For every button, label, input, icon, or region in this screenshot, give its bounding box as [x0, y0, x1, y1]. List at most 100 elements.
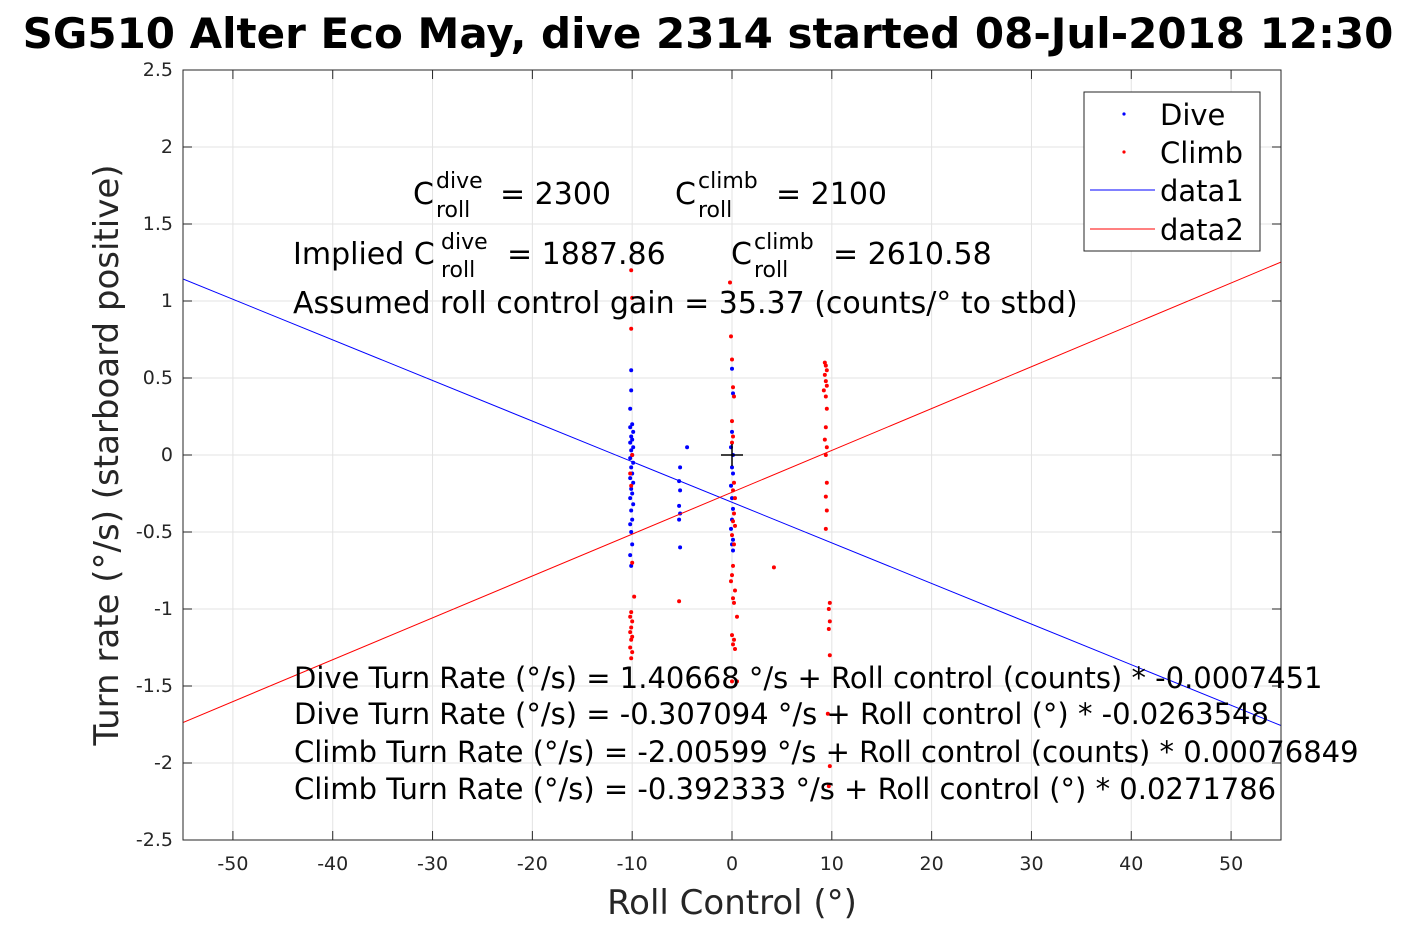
climb-point — [629, 637, 634, 642]
climb-point — [823, 379, 828, 384]
dive-point — [730, 465, 734, 470]
climb-point — [628, 471, 633, 476]
legend-data2-label: data2 — [1160, 213, 1244, 247]
climb-point — [730, 642, 735, 647]
y-tick-label: 2 — [161, 136, 173, 158]
dive-point — [628, 496, 633, 501]
climb-point — [730, 573, 734, 578]
y-tick-label: -1.5 — [136, 675, 173, 697]
climb-point — [823, 425, 828, 430]
c-climb-value: = 2100 — [776, 177, 887, 212]
x-tick-label: -30 — [417, 853, 448, 875]
climb-point — [730, 533, 734, 538]
climb-point — [732, 647, 737, 652]
y-tick-label: -0.5 — [136, 521, 173, 543]
center-plus-marker — [721, 444, 743, 466]
climb-point — [632, 594, 637, 599]
climb-point — [731, 637, 736, 642]
climb-point — [826, 607, 831, 611]
climb-point — [677, 599, 682, 604]
x-tick-label: 0 — [726, 853, 738, 875]
climb-point — [732, 523, 737, 528]
climb-point — [731, 394, 736, 399]
climb-point — [823, 494, 828, 499]
legend-data1-label: data1 — [1160, 174, 1244, 208]
climb-point — [730, 596, 735, 601]
climb-point — [822, 372, 827, 377]
climb-point — [730, 633, 734, 638]
equation-dive-degrees: Dive Turn Rate (°/s) = -0.307094 °/s + R… — [294, 697, 1269, 731]
climb-point — [728, 280, 733, 285]
y-tick-labels: 2.5 2 1.5 1 0.5 0 -0.5 -1 -1.5 -2 -2.5 — [136, 59, 173, 851]
dive-point — [730, 471, 735, 476]
dive-point — [628, 456, 633, 461]
y-tick-label: 1.5 — [143, 213, 173, 235]
climb-point — [730, 434, 735, 439]
x-tick-label: -40 — [317, 853, 348, 875]
climb-point — [730, 419, 734, 424]
dive-point — [630, 491, 635, 496]
climb-point — [730, 563, 735, 568]
dive-point — [730, 496, 734, 501]
climb-point — [629, 610, 634, 615]
implied-climb-sup: climb — [754, 230, 814, 255]
dive-point — [630, 517, 635, 522]
climb-point — [729, 579, 734, 584]
climb-point — [731, 542, 736, 547]
y-tick-label: 1 — [161, 290, 173, 312]
legend-dive-marker — [1122, 112, 1126, 116]
climb-point — [824, 508, 829, 513]
dive-point — [629, 465, 634, 470]
dive-point — [678, 545, 683, 550]
dive-point — [629, 530, 634, 534]
annotation-implied-dive: Implied C dive roll = 1887.86 — [293, 230, 666, 283]
dive-point — [629, 563, 634, 568]
equation-climb-counts: Climb Turn Rate (°/s) = -2.00599 °/s + R… — [294, 735, 1359, 769]
dive-point — [730, 391, 735, 396]
climb-point — [731, 600, 736, 605]
c-climb-base: C — [675, 177, 696, 212]
climb-point — [629, 483, 634, 488]
dive-point — [629, 448, 634, 453]
x-tick-label: 20 — [920, 853, 944, 875]
climb-point — [630, 650, 635, 655]
x-tick-label: -20 — [517, 853, 548, 875]
climb-point — [827, 600, 832, 605]
climb-point — [730, 357, 734, 362]
dive-point — [729, 483, 734, 488]
climb-point — [730, 385, 735, 390]
dive-point — [677, 503, 682, 508]
climb-point — [630, 560, 635, 565]
climb-point — [630, 634, 635, 639]
x-tick-label: 30 — [1019, 853, 1043, 875]
annotation-c-climb: C climb roll = 2100 — [675, 169, 887, 223]
dive-point — [630, 542, 635, 547]
x-tick-label: -10 — [617, 853, 648, 875]
annotation-c-dive: C dive roll = 2300 — [413, 169, 611, 223]
dive-point — [629, 508, 634, 513]
equation-dive-counts: Dive Turn Rate (°/s) = 1.40668 °/s + Rol… — [294, 661, 1322, 695]
implied-dive-value: = 1887.86 — [507, 237, 666, 272]
legend-climb-label: Climb — [1160, 136, 1243, 170]
climb-point — [734, 679, 739, 684]
climb-point — [827, 653, 832, 658]
implied-climb-value: = 2610.58 — [833, 237, 992, 272]
climb-point — [731, 480, 736, 485]
climb-point — [771, 565, 776, 570]
dive-point — [628, 425, 633, 430]
climb-point — [824, 406, 829, 411]
dive-point — [628, 553, 633, 558]
climb-point — [824, 368, 829, 373]
dive-point — [628, 522, 633, 527]
c-dive-value: = 2300 — [500, 177, 611, 212]
equation-climb-degrees: Climb Turn Rate (°/s) = -0.392333 °/s + … — [294, 772, 1276, 806]
dive-point — [630, 422, 635, 427]
climb-point — [630, 619, 635, 624]
y-tick-label: -2 — [154, 752, 173, 774]
c-climb-sub: roll — [698, 198, 732, 223]
climb-point — [822, 437, 827, 442]
dive-point — [629, 368, 634, 373]
x-tick-label: 40 — [1119, 853, 1143, 875]
legend-dive-label: Dive — [1160, 98, 1225, 132]
